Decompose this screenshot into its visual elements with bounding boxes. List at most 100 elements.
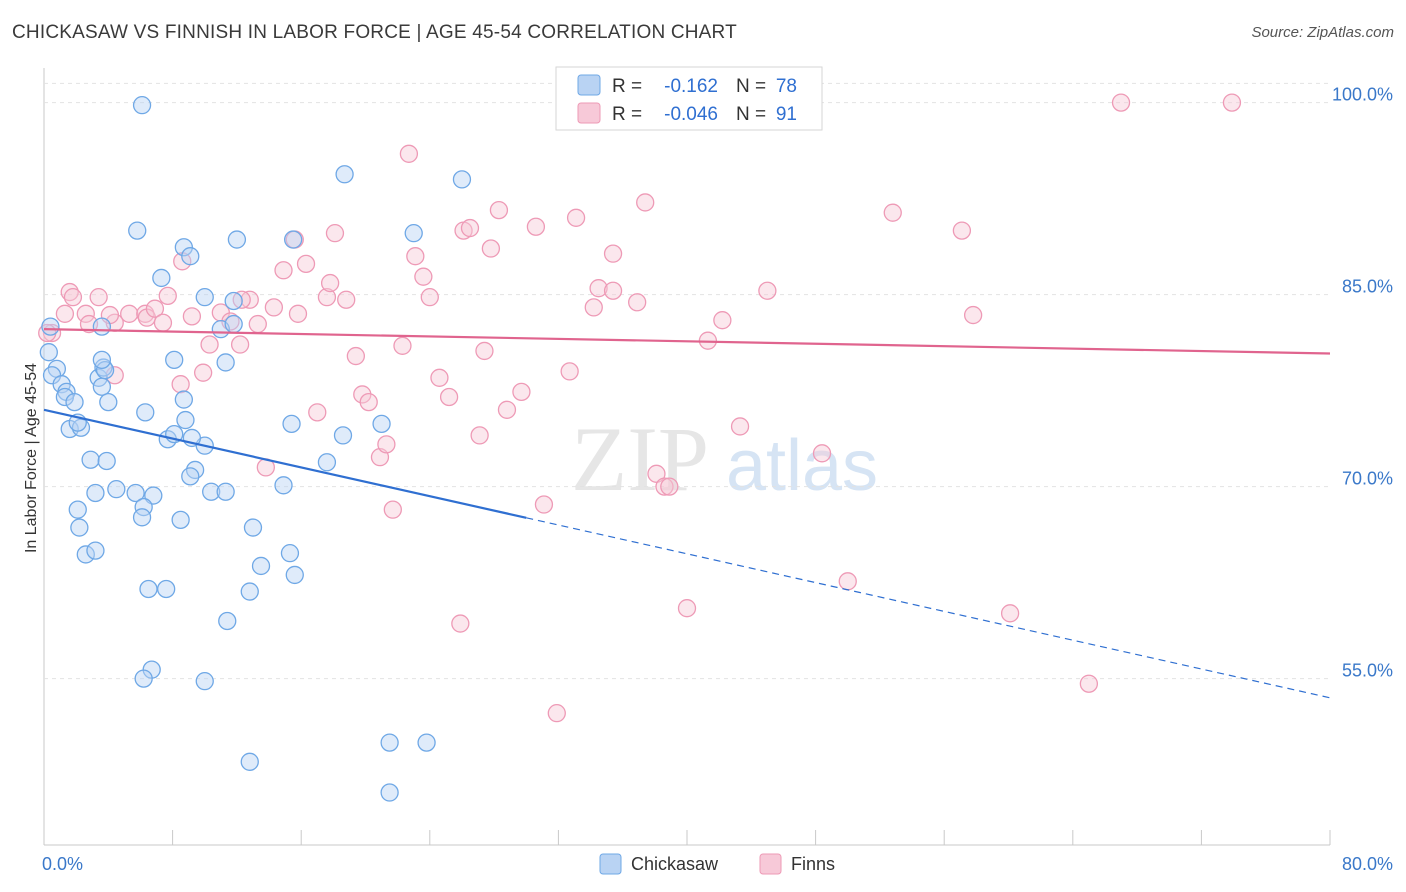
- legend-bottom: Chickasaw Finns: [599, 853, 835, 875]
- legend-swatch-chickasaw: [577, 74, 601, 96]
- chickasaw-point: [195, 288, 214, 307]
- finns-point: [883, 203, 902, 222]
- finns-point: [153, 313, 173, 332]
- chickasaw-point: [92, 317, 112, 336]
- finns-point: [158, 286, 177, 306]
- chickasaw-point: [181, 467, 200, 486]
- chickasaw-point: [76, 545, 95, 564]
- finns-point: [76, 304, 95, 323]
- finns-point: [603, 281, 623, 300]
- chickasaw-trend-line-extension: [526, 517, 1331, 699]
- legend-bottom-label-finns: Finns: [791, 854, 835, 874]
- chickasaw-point: [99, 392, 118, 412]
- chickasaw-point: [126, 483, 145, 503]
- chickasaw-point: [224, 291, 243, 311]
- chickasaw-point: [181, 247, 200, 266]
- chickasaw-point: [95, 360, 115, 380]
- legend-n-label-finns: N =: [736, 104, 766, 125]
- chickasaw-point: [139, 579, 158, 599]
- watermark-atlas: atlas: [726, 426, 878, 506]
- finns-point: [451, 614, 470, 633]
- finns-point: [758, 281, 777, 300]
- finns-point: [713, 311, 732, 330]
- chickasaw-point: [333, 426, 353, 445]
- finns-point: [1222, 93, 1242, 112]
- finns-point: [393, 336, 412, 355]
- y-tick-label-55: 55.0%: [1342, 661, 1393, 681]
- finns-point: [383, 500, 402, 519]
- chickasaw-point: [216, 482, 235, 501]
- finns-point: [636, 193, 655, 212]
- legend-r-value-finns: -0.046: [664, 104, 718, 125]
- finns-trend-line: [43, 328, 1331, 355]
- finns-point: [274, 261, 293, 280]
- chickasaw-point: [68, 500, 87, 519]
- chickasaw-point: [39, 343, 58, 362]
- finns-point: [288, 304, 308, 323]
- chickasaw-point: [174, 238, 194, 257]
- finns-point: [377, 435, 396, 454]
- finns-point: [320, 273, 340, 293]
- x-tick-label-min: 0.0%: [42, 854, 83, 874]
- y-tick-label-85: 85.0%: [1342, 277, 1393, 297]
- finns-point: [89, 288, 108, 307]
- finns-point: [952, 221, 972, 240]
- legend-n-value-chickasaw: 78: [776, 76, 797, 97]
- y-axis-label: In Labor Force | Age 45-54: [23, 363, 40, 553]
- chickasaw-point: [274, 476, 293, 495]
- finns-point: [60, 282, 79, 302]
- finns-point: [145, 299, 165, 318]
- watermark-zip: ZIP: [571, 408, 709, 510]
- finns-point: [120, 304, 139, 323]
- legend-r-label-finns: R =: [612, 104, 642, 125]
- chickasaw-point: [97, 451, 116, 471]
- legend-bottom-swatch-chickasaw: [599, 853, 622, 875]
- finns-point: [230, 335, 250, 354]
- chickasaw-point: [152, 268, 171, 288]
- finns-point: [460, 218, 480, 238]
- chickasaw-point: [92, 350, 112, 370]
- chickasaw-point: [372, 414, 391, 434]
- chickasaw-point: [86, 483, 105, 503]
- finns-point: [1000, 604, 1020, 623]
- gridlines: [44, 82, 1330, 680]
- finns-point: [730, 417, 750, 436]
- finns-point: [200, 335, 219, 354]
- finns-point: [325, 224, 345, 243]
- chickasaw-point: [251, 556, 271, 576]
- chickasaw-point: [157, 579, 176, 599]
- finns-point: [475, 341, 494, 361]
- chickasaw-point: [174, 390, 194, 409]
- finns-point: [399, 144, 419, 163]
- chickasaw-point: [224, 314, 243, 334]
- chickasaw-point: [280, 544, 300, 563]
- finns-point: [677, 599, 697, 618]
- chickasaw-point: [81, 450, 100, 469]
- finns-point: [812, 444, 832, 463]
- x-tick-label-max: 80.0%: [1342, 854, 1393, 874]
- chart-source: Source: ZipAtlas.com: [1251, 24, 1394, 41]
- chickasaw-point: [380, 733, 399, 752]
- chickasaw-point: [202, 482, 221, 501]
- chickasaw-point: [136, 403, 155, 422]
- finns-point: [359, 392, 378, 412]
- finns-point: [439, 387, 459, 407]
- finns-point: [963, 305, 983, 325]
- finns-point: [264, 298, 284, 317]
- chickasaw-point: [128, 221, 147, 240]
- legend-r-label-chickasaw: R =: [612, 76, 642, 97]
- chickasaw-point: [404, 224, 423, 243]
- chickasaw-point: [171, 510, 190, 530]
- chickasaw-point: [227, 230, 247, 249]
- chickasaw-point: [195, 672, 214, 691]
- chickasaw-point: [452, 170, 472, 189]
- finns-point: [63, 288, 83, 307]
- finns-point: [660, 477, 679, 496]
- finns-point: [589, 279, 608, 298]
- chickasaw-points: [39, 96, 472, 802]
- chickasaw-point: [218, 611, 237, 631]
- legend-n-value-finns: 91: [776, 104, 797, 125]
- chickasaw-point: [107, 480, 126, 499]
- finns-point: [584, 298, 603, 317]
